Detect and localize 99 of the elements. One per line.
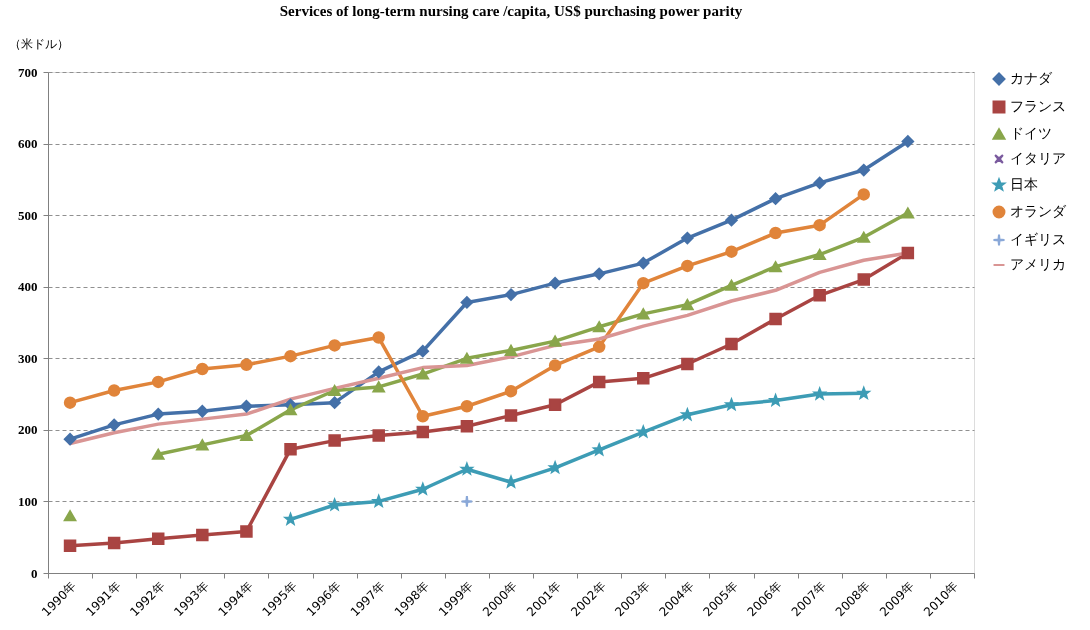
point	[725, 245, 738, 258]
point	[725, 398, 738, 411]
point	[857, 273, 871, 286]
point	[725, 337, 738, 351]
point	[504, 288, 518, 301]
y-tick-label: 0	[31, 565, 38, 581]
point	[107, 418, 121, 432]
point	[681, 299, 694, 311]
point	[637, 256, 650, 270]
point	[504, 344, 518, 356]
point	[637, 372, 650, 385]
point	[284, 349, 297, 363]
point	[592, 375, 606, 389]
y-tick-label: 200	[18, 422, 38, 438]
point	[681, 259, 694, 273]
point	[372, 365, 385, 379]
point	[328, 434, 341, 447]
point	[813, 176, 826, 190]
point	[151, 532, 165, 545]
point	[107, 384, 121, 397]
point	[196, 439, 209, 451]
point	[63, 539, 77, 553]
point	[725, 279, 738, 291]
point	[548, 335, 562, 347]
point	[328, 498, 341, 511]
point	[416, 368, 430, 380]
point	[284, 442, 297, 456]
legend-label: イタリア	[1010, 150, 1066, 166]
point	[240, 430, 253, 442]
point	[460, 352, 474, 364]
point	[769, 192, 782, 205]
point	[548, 276, 562, 290]
y-tick-label: 300	[18, 350, 38, 366]
point	[637, 308, 650, 320]
y-tick-label: 700	[18, 64, 38, 80]
point	[328, 384, 341, 397]
point	[63, 396, 77, 409]
point	[592, 321, 606, 333]
point	[372, 381, 385, 393]
point	[240, 399, 253, 413]
point	[901, 135, 915, 148]
point	[416, 344, 430, 358]
point	[151, 448, 165, 460]
point	[901, 207, 915, 219]
legend-label: イギリス	[1010, 231, 1066, 247]
legend-label: カナダ	[1010, 70, 1053, 86]
point	[328, 396, 341, 409]
point	[548, 359, 562, 372]
y-tick-label: 600	[18, 136, 38, 152]
legend-label: アメリカ	[1010, 256, 1066, 272]
point	[240, 358, 253, 371]
point	[460, 400, 474, 413]
point	[681, 357, 694, 371]
point	[372, 331, 385, 344]
point	[769, 226, 782, 240]
point	[857, 231, 871, 243]
point	[460, 495, 474, 508]
y-tick-label: 100	[18, 493, 38, 509]
point	[813, 248, 826, 261]
point	[769, 312, 782, 326]
chart-title: Services of long-term nursing care /capita, US$ purchasing power parity	[279, 3, 743, 19]
y-tick-label: 500	[18, 207, 38, 223]
point	[857, 188, 871, 201]
y-axis-title: （米ドル）	[8, 36, 69, 51]
point	[63, 432, 77, 446]
point	[901, 246, 915, 260]
point	[548, 398, 562, 412]
point	[681, 231, 694, 245]
point	[63, 510, 77, 522]
point	[107, 536, 121, 550]
point	[240, 525, 253, 538]
point	[460, 296, 474, 309]
point	[151, 375, 165, 389]
point	[504, 409, 518, 422]
legend-label: 日本	[1010, 176, 1038, 192]
point	[416, 425, 430, 439]
point	[328, 339, 341, 352]
point	[196, 405, 209, 418]
point	[813, 289, 826, 302]
point	[592, 267, 606, 281]
point	[725, 213, 738, 227]
point	[196, 528, 209, 542]
point	[196, 362, 209, 376]
point	[504, 384, 518, 398]
point	[813, 218, 826, 232]
point	[857, 163, 871, 177]
point	[769, 261, 782, 273]
legend-label: フランス	[1010, 98, 1066, 114]
point	[372, 429, 385, 442]
point	[637, 276, 650, 290]
point	[151, 407, 165, 421]
point	[592, 340, 606, 354]
point	[505, 475, 517, 488]
point	[416, 410, 430, 423]
legend-label: ドイツ	[1010, 125, 1052, 141]
y-tick-label: 400	[18, 279, 38, 295]
point	[460, 420, 474, 433]
legend-label: オランダ	[1010, 203, 1067, 219]
point	[284, 404, 297, 416]
